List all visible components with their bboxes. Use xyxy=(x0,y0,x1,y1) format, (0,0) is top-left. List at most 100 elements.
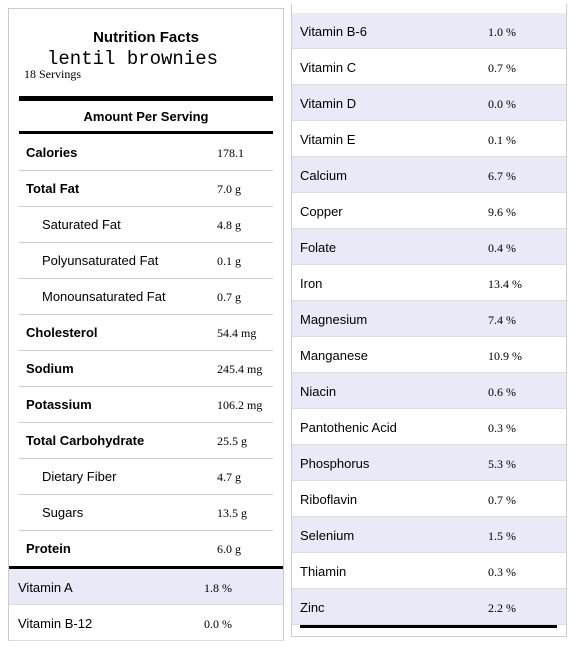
vitamin-name: Vitamin D xyxy=(300,96,357,111)
nutrient-name: Polyunsaturated Fat xyxy=(42,253,159,268)
vitamin-value: 7.4 % xyxy=(488,313,516,327)
vitamin-value: 0.0 % xyxy=(204,617,232,631)
nutrient-row: Monounsaturated Fat 0.7 g xyxy=(19,279,273,315)
vitamin-row: Zinc 2.2 % xyxy=(292,589,566,625)
nutrient-row: Dietary Fiber 4.7 g xyxy=(19,459,273,495)
nutrient-row: Sodium 245.4 mg xyxy=(19,351,273,387)
vitamin-row: Riboflavin 0.7 % xyxy=(292,481,566,517)
nutrient-name: Protein xyxy=(26,541,71,556)
vitamin-name: Manganese xyxy=(300,348,368,363)
vitamin-name: Pantothenic Acid xyxy=(300,420,397,435)
vitamin-value: 10.9 % xyxy=(488,349,522,363)
nutrient-row: Sugars 13.5 g xyxy=(19,495,273,531)
vitamin-value: 2.2 % xyxy=(488,601,516,615)
vitamin-name: Vitamin E xyxy=(300,132,356,147)
nutrient-row: Total Carbohydrate 25.5 g xyxy=(19,423,273,459)
vitamin-value: 0.6 % xyxy=(488,385,516,399)
nutrient-name: Potassium xyxy=(26,397,92,412)
nutrient-row: Polyunsaturated Fat 0.1 g xyxy=(19,243,273,279)
nutrient-value: 4.7 g xyxy=(217,470,241,484)
nutrient-name: Monounsaturated Fat xyxy=(42,289,166,304)
nutrient-name: Total Fat xyxy=(26,181,80,196)
vitamin-value: 0.3 % xyxy=(488,565,516,579)
nutrient-name: Calories xyxy=(26,145,78,160)
nutrient-value: 6.0 g xyxy=(217,542,241,556)
vitamin-value: 0.1 % xyxy=(488,133,516,147)
vitamin-row: Vitamin D 0.0 % xyxy=(292,85,566,121)
nutrient-row: Calories 178.1 xyxy=(19,135,273,171)
vitamin-name: Folate xyxy=(300,240,337,255)
left-panel: Nutrition Facts lentil brownies 18 Servi… xyxy=(8,8,284,641)
nutrient-name: Dietary Fiber xyxy=(42,469,117,484)
recipe-name: lentil brownies xyxy=(47,48,219,70)
vitamin-row: Vitamin C 0.7 % xyxy=(292,49,566,85)
vitamin-value: 9.6 % xyxy=(488,205,516,219)
nutrient-row: Total Fat 7.0 g xyxy=(19,171,273,207)
nutrient-name: Sugars xyxy=(42,505,84,520)
vitamin-row: Selenium 1.5 % xyxy=(292,517,566,553)
vitamin-row: Pantothenic Acid 0.3 % xyxy=(292,409,566,445)
title: Nutrition Facts xyxy=(93,29,199,46)
vitamin-row: Copper 9.6 % xyxy=(292,193,566,229)
vitamin-value: 0.3 % xyxy=(488,421,516,435)
vitamin-value: 0.7 % xyxy=(488,493,516,507)
vitamin-name: Zinc xyxy=(300,600,325,615)
vitamin-row: Vitamin E 0.1 % xyxy=(292,121,566,157)
vitamin-row: Vitamin B-6 1.0 % xyxy=(292,13,566,49)
vitamin-value: 13.4 % xyxy=(488,277,522,291)
thick-rule xyxy=(19,96,273,101)
nutrient-name: Sodium xyxy=(26,361,74,376)
vitamin-value: 0.4 % xyxy=(488,241,516,255)
nutrient-value: 4.8 g xyxy=(217,218,241,232)
vitamin-name: Vitamin A xyxy=(18,580,73,595)
vitamin-value: 0.7 % xyxy=(488,61,516,75)
vitamin-row: Manganese 10.9 % xyxy=(292,337,566,373)
vitamin-name: Thiamin xyxy=(300,564,347,579)
vitamin-value: 1.0 % xyxy=(488,25,516,39)
vitamin-value: 0.0 % xyxy=(488,97,516,111)
vitamin-name: Selenium xyxy=(300,528,355,543)
nutrient-name: Cholesterol xyxy=(26,325,98,340)
vitamin-name: Magnesium xyxy=(300,312,368,327)
vitamin-name: Phosphorus xyxy=(300,456,370,471)
nutrient-row: Protein 6.0 g xyxy=(19,531,273,567)
vitamin-value: 6.7 % xyxy=(488,169,516,183)
nutrient-row: Saturated Fat 4.8 g xyxy=(19,207,273,243)
nutrient-row: Cholesterol 54.4 mg xyxy=(19,315,273,351)
nutrient-name: Total Carbohydrate xyxy=(26,433,145,448)
nutrient-value: 245.4 mg xyxy=(217,362,263,376)
nutrient-value: 178.1 xyxy=(217,146,244,160)
vitamin-row: Iron 13.4 % xyxy=(292,265,566,301)
right-panel: Vitamin B-6 1.0 % Vitamin C 0.7 % Vitamin D 0… xyxy=(291,4,567,637)
vitamin-name: Riboflavin xyxy=(300,492,358,507)
vitamin-value: 1.8 % xyxy=(204,581,232,595)
vitamin-name: Vitamin C xyxy=(300,60,357,75)
nutrient-value: 106.2 mg xyxy=(217,398,263,412)
thick-rule xyxy=(300,625,557,628)
vitamin-row: Magnesium 7.4 % xyxy=(292,301,566,337)
nutrient-value: 0.1 g xyxy=(217,254,241,268)
amount-per-serving: Amount Per Serving xyxy=(83,109,209,124)
vitamin-name: Iron xyxy=(300,276,323,291)
vitamin-row: Calcium 6.7 % xyxy=(292,157,566,193)
vitamin-name: Niacin xyxy=(300,384,337,399)
vitamin-name: Vitamin B-6 xyxy=(300,24,367,39)
nutrient-row: Potassium 106.2 mg xyxy=(19,387,273,423)
vitamin-row: Vitamin B-12 0.0 % xyxy=(9,605,283,641)
vitamin-name: Copper xyxy=(300,204,343,219)
nutrient-name: Saturated Fat xyxy=(42,217,121,232)
rule xyxy=(19,131,273,134)
vitamin-row: Phosphorus 5.3 % xyxy=(292,445,566,481)
nutrient-value: 54.4 mg xyxy=(217,326,257,340)
vitamin-row: Folate 0.4 % xyxy=(292,229,566,265)
vitamin-name: Calcium xyxy=(300,168,347,183)
vitamin-value: 5.3 % xyxy=(488,457,516,471)
nutrient-value: 25.5 g xyxy=(217,434,247,448)
vitamin-value: 1.5 % xyxy=(488,529,516,543)
vitamin-row: Niacin 0.6 % xyxy=(292,373,566,409)
vitamin-row: Vitamin A 1.8 % xyxy=(9,569,283,605)
vitamin-row: Thiamin 0.3 % xyxy=(292,553,566,589)
thick-rule xyxy=(9,566,283,569)
nutrient-value: 7.0 g xyxy=(217,182,241,196)
